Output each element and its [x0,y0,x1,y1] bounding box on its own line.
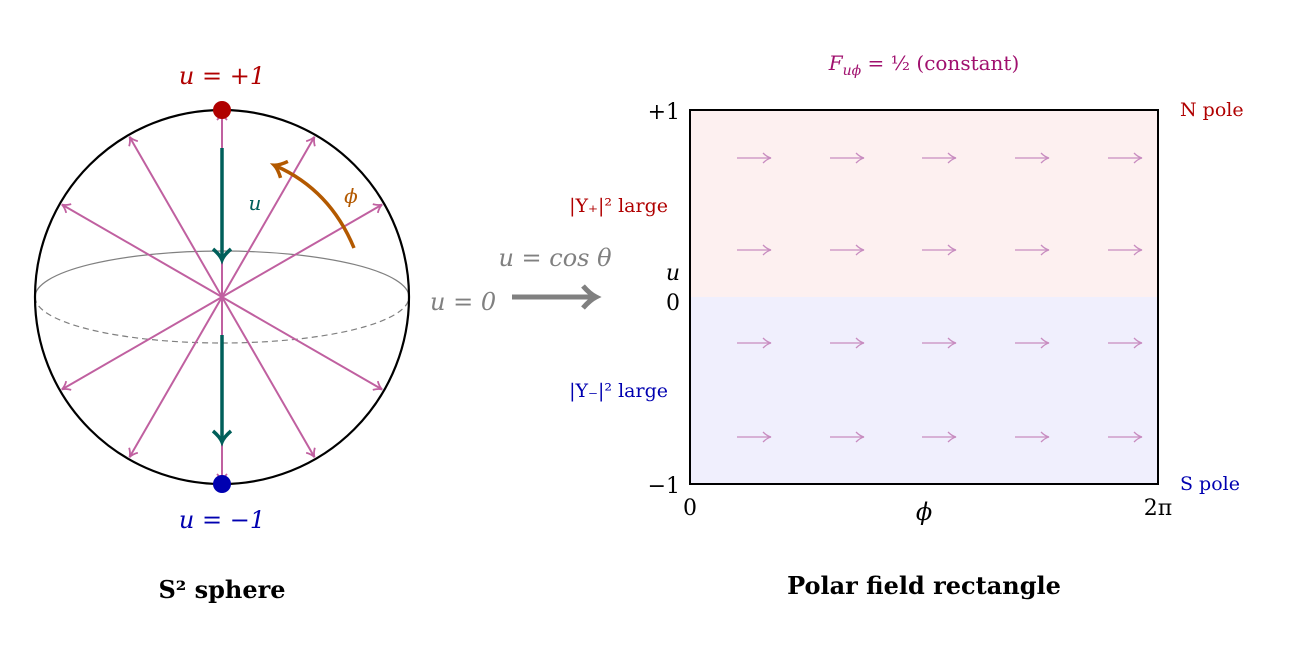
north-label: u = +1 [179,62,265,90]
south-label: u = −1 [179,506,265,534]
upper-region-label: |Y₊|² large [569,195,668,217]
sphere: u = +1 u = −1 u ϕ u = 0 S² sphere [33,62,496,604]
field-ray [128,296,223,458]
x-left-tick: 0 [683,496,697,521]
field-ray [221,203,383,298]
x-mid-label: ϕ [916,498,932,526]
north-pole-label: N pole [1180,99,1244,121]
mapping: u = cos θ [498,244,612,310]
x-right-tick: 2π [1144,496,1172,521]
polar-rectangle: Fuϕ = ½ (constant) +1 u 0 −1 0 ϕ 2π N po… [569,51,1244,600]
y-mid-tick-u: u [666,261,680,286]
field-ray [221,296,383,391]
equator-label: u = 0 [430,288,496,316]
sphere-caption: S² sphere [158,575,285,604]
mapping-label: u = cos θ [498,244,612,272]
y-bottom-tick: −1 [648,474,680,499]
south-pole-dot [213,475,231,493]
y-mid-tick-0: 0 [666,291,680,316]
title-sub: uϕ [843,63,862,79]
south-pole-label: S pole [1180,473,1240,495]
lower-region [690,297,1158,484]
field-ray [61,203,223,298]
lower-region-label: |Y₋|² large [569,380,668,402]
field-arrows [737,152,1143,443]
field-ray [221,296,316,458]
rectangle-title: Fuϕ = ½ (constant) [828,51,1020,79]
upper-region [690,110,1158,297]
phi-label: ϕ [344,184,358,208]
rectangle-caption: Polar field rectangle [787,571,1061,600]
field-ray [221,136,316,298]
field-ray [61,296,223,391]
u-label: u [249,191,262,215]
phi-arrow [269,159,356,249]
north-pole-dot [213,101,231,119]
field-ray [128,136,223,298]
rectangle-border [689,109,1159,485]
y-top-tick: +1 [648,100,680,125]
title-rest: = ½ (constant) [861,51,1019,75]
title-f: F [828,51,844,75]
